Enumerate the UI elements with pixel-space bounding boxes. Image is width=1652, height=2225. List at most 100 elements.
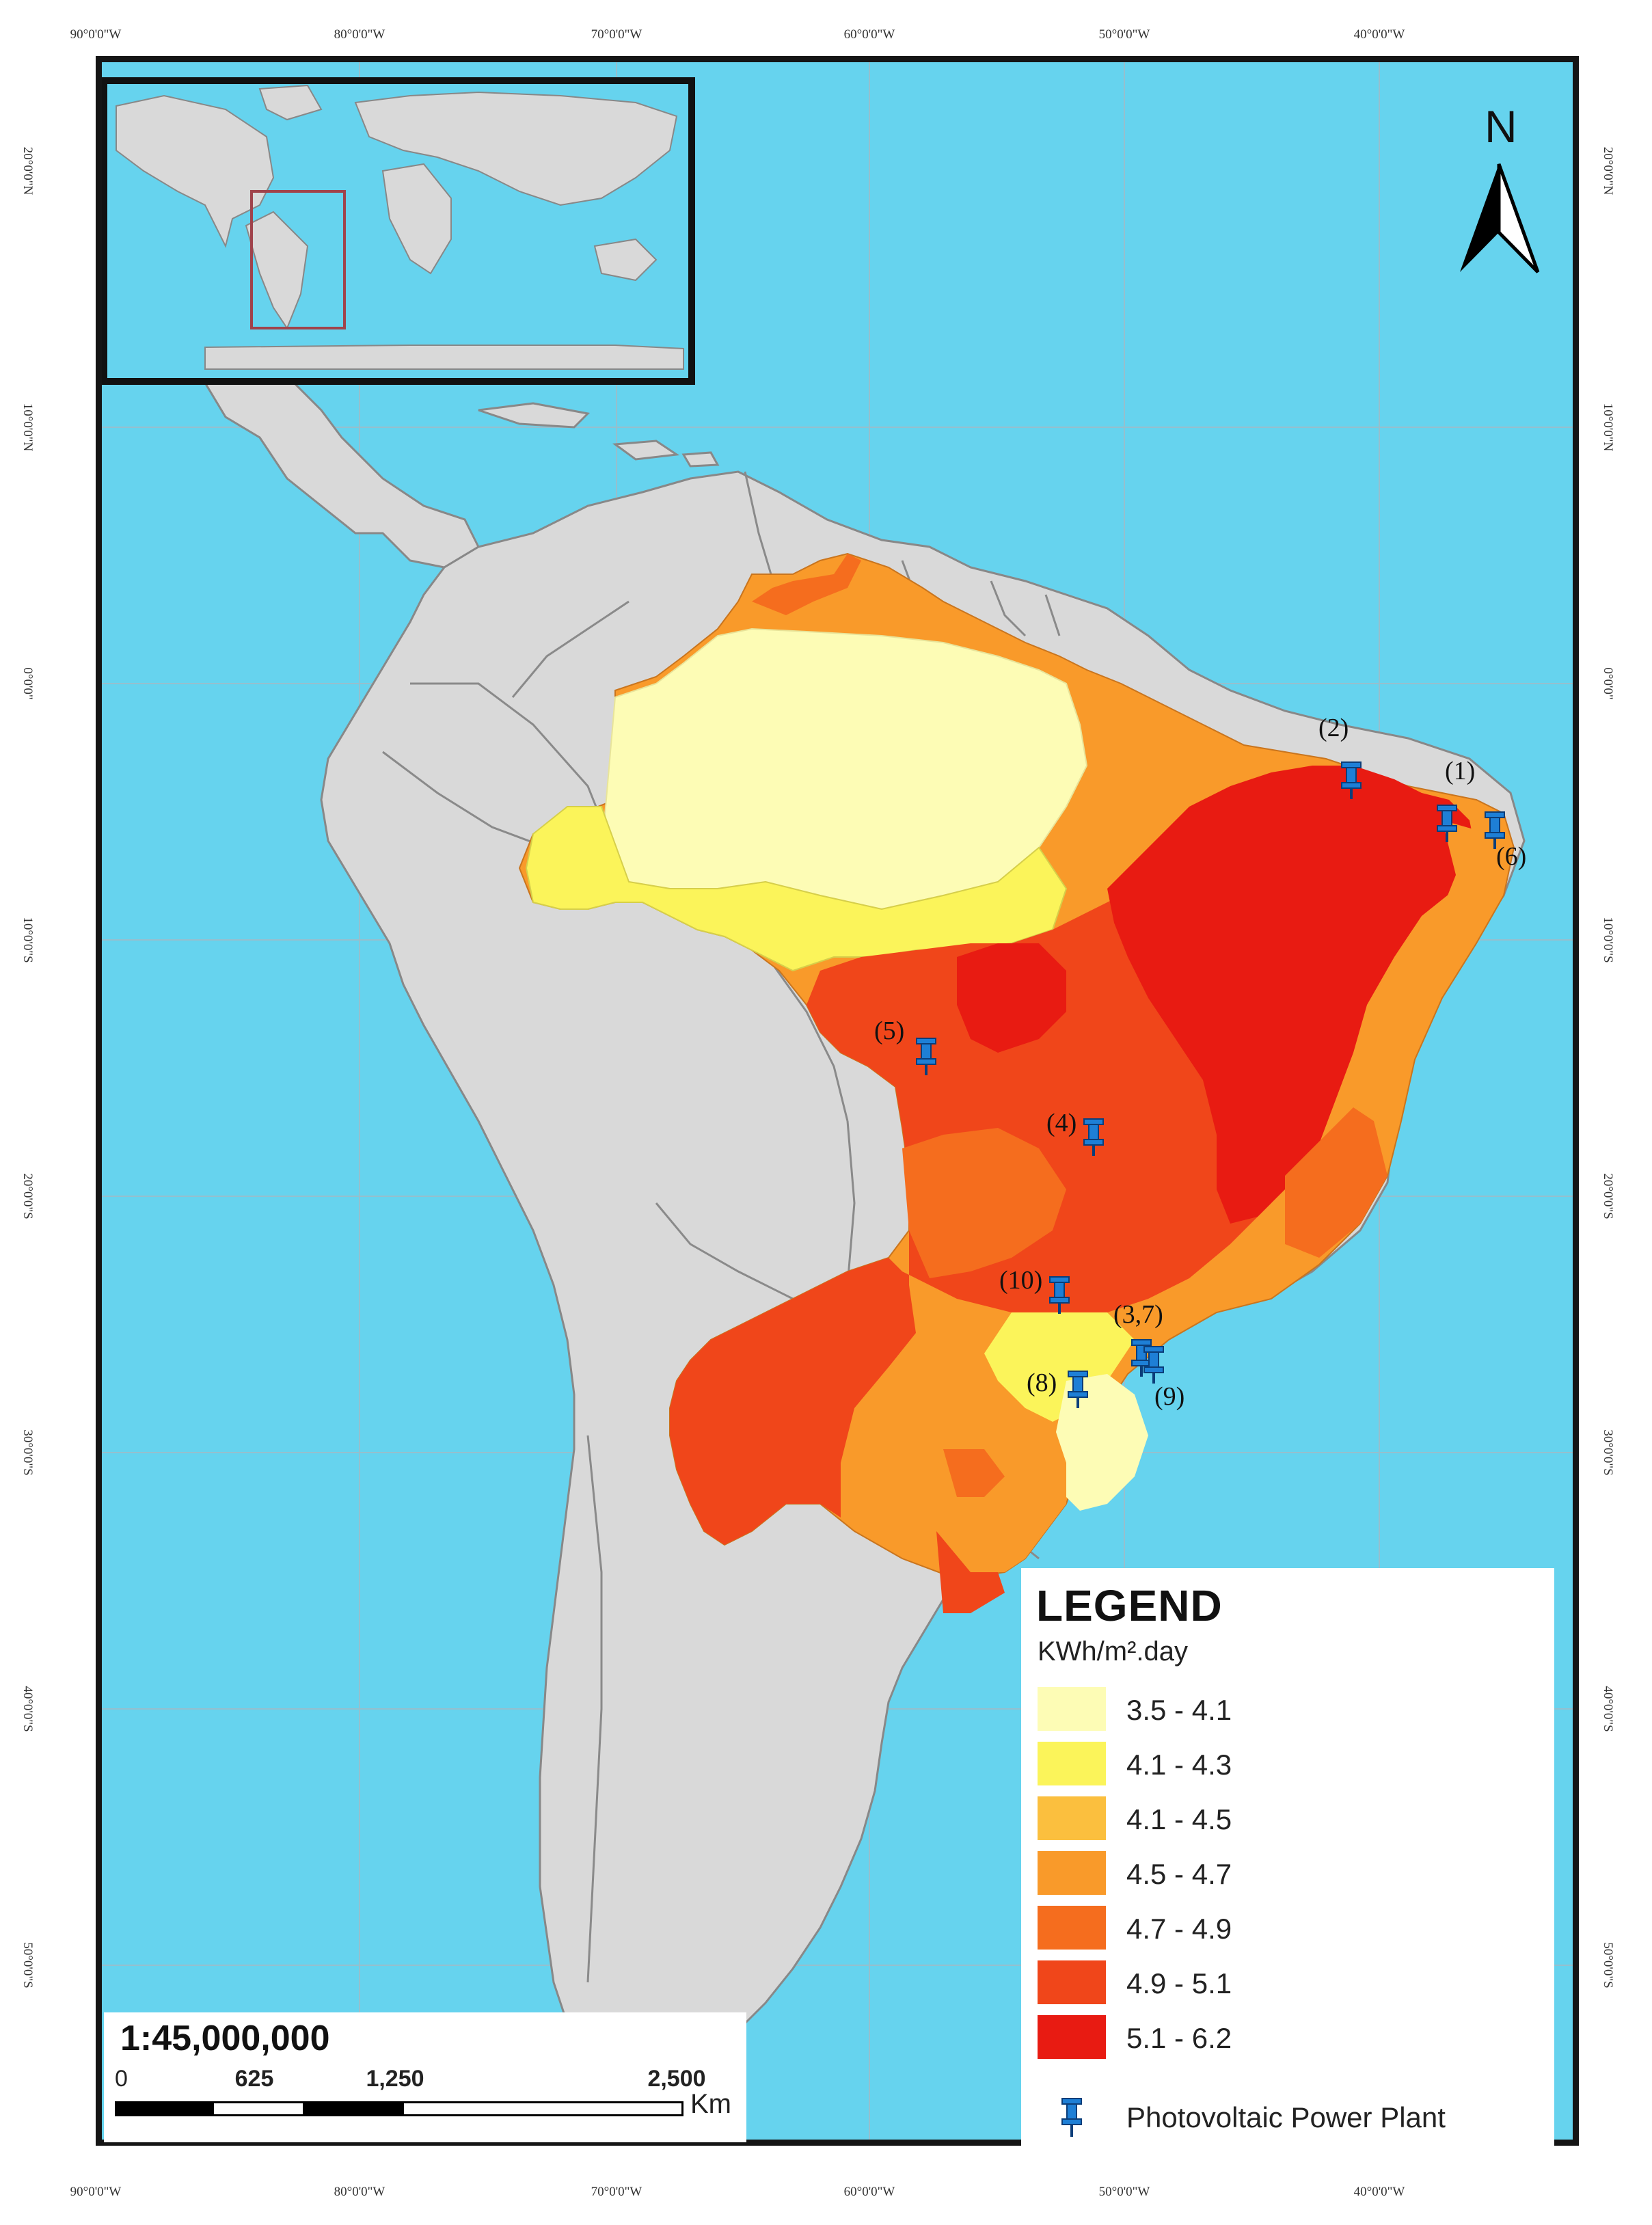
pin-icon <box>1437 805 1457 842</box>
tick-label: 90°0'0"W <box>70 2185 122 2199</box>
legend-swatch <box>1038 2015 1106 2059</box>
tick-label: 10°0'0"N <box>21 403 35 452</box>
plant-pins <box>916 761 1505 1408</box>
tick-label: 40°0'0"S <box>21 1686 35 1732</box>
tick-label: 0°0'0" <box>1601 667 1615 700</box>
pin-icon <box>1061 2098 1082 2137</box>
tick-label: 50°0'0"W <box>1098 2185 1150 2199</box>
map-canvas <box>102 62 1573 2140</box>
tick-label: 50°0'0"W <box>1098 27 1150 42</box>
tick-label: 10°0'0"S <box>1601 917 1615 963</box>
legend-item: 4.1 - 4.3 <box>1038 1742 1543 1785</box>
plant-label: (2) <box>1318 714 1349 742</box>
pin-icon <box>1083 1118 1104 1156</box>
zone-3-5-4-1-southeast <box>1053 1374 1148 1511</box>
legend-title: LEGEND <box>1036 1581 1223 1630</box>
legend-item: 4.5 - 4.7 <box>1038 1851 1543 1895</box>
tick-label: 30°0'0"S <box>1601 1429 1615 1476</box>
pin-icon <box>1049 1276 1070 1314</box>
tick-label: 20°0'0"S <box>1601 1173 1615 1219</box>
tick-label: 90°0'0"W <box>70 27 122 42</box>
zone-4-7-4-9-southwest <box>902 1128 1066 1278</box>
scale-bar-segment <box>402 2101 683 2116</box>
plant-label: (1) <box>1445 757 1476 785</box>
tick-label: 80°0'0"W <box>334 27 385 42</box>
scale-box: 1:45,000,000 0 625 1,250 2,500 Km <box>104 2012 746 2142</box>
zone-3-5-4-1 <box>600 628 1088 911</box>
scale-tick-label: 1,250 <box>366 2066 424 2092</box>
scale-bar-segment <box>115 2101 212 2116</box>
legend-item: 3.5 - 4.1 <box>1038 1687 1543 1731</box>
tick-label: 50°0'0"S <box>21 1942 35 1988</box>
pin-icon <box>1068 1371 1088 1408</box>
tick-label: 20°0'0"S <box>21 1173 35 1219</box>
north-label: N <box>1485 101 1517 152</box>
inset-extent-box <box>250 190 346 329</box>
legend-item: 4.7 - 4.9 <box>1038 1906 1543 1950</box>
legend-label: 3.5 - 4.1 <box>1126 1694 1232 1726</box>
legend-label: 4.9 - 5.1 <box>1126 1967 1232 1999</box>
zone-4-7-4-9-east <box>1285 1107 1387 1258</box>
scale-tick-label: 625 <box>234 2066 274 2092</box>
legend-label: 4.7 - 4.9 <box>1126 1913 1232 1945</box>
north-arrow-icon <box>1460 163 1540 273</box>
pin-icon <box>1341 761 1362 799</box>
legend-swatch <box>1038 1796 1106 1840</box>
tick-label: 20°0'0"N <box>21 146 35 195</box>
tick-label: 60°0'0"W <box>843 27 895 42</box>
tick-label: 60°0'0"W <box>843 2185 895 2199</box>
legend-swatch <box>1038 1851 1106 1895</box>
legend-unit: KWh/m².day <box>1038 1636 1189 1667</box>
plant-label: (6) <box>1496 842 1527 871</box>
pin-icon <box>1485 811 1505 849</box>
tick-label: 30°0'0"S <box>21 1429 35 1476</box>
tick-label: 40°0'0"S <box>1601 1686 1615 1732</box>
plant-label: (3,7) <box>1113 1300 1163 1329</box>
brazil-irradiation-map <box>518 552 1515 1613</box>
legend-swatch <box>1038 1960 1106 2004</box>
zone-4-1-4-3-southeast <box>984 1312 1135 1422</box>
tick-label: 50°0'0"S <box>1601 1942 1615 1988</box>
legend-item: 4.1 - 4.5 <box>1038 1796 1543 1840</box>
legend-swatch <box>1038 1906 1106 1950</box>
plant-label: (10) <box>999 1266 1043 1295</box>
tick-label: 10°0'0"N <box>1601 403 1615 452</box>
plant-label: (8) <box>1027 1368 1057 1397</box>
zone-4-9-5-1-south <box>936 1531 1005 1613</box>
pin-icon <box>1143 1346 1164 1384</box>
zone-4-7-4-9-south <box>943 1449 1005 1497</box>
plant-label: (5) <box>874 1016 905 1045</box>
tick-label: 40°0'0"W <box>1353 27 1405 42</box>
tick-label: 80°0'0"W <box>334 2185 385 2199</box>
tick-label: 70°0'0"W <box>591 27 642 42</box>
legend-label: 4.1 - 4.5 <box>1126 1803 1232 1835</box>
scale-bar-segment <box>212 2101 305 2116</box>
scale-tick-label: 0 <box>115 2066 128 2092</box>
scale-tick-label: 2,500 <box>647 2066 706 2092</box>
inset-world-map <box>102 77 695 385</box>
tick-label: 0°0'0" <box>21 667 35 700</box>
scale-bar-segment <box>305 2101 402 2116</box>
plant-label: (9) <box>1154 1382 1185 1411</box>
tick-label: 20°0'0"N <box>1601 146 1615 195</box>
legend-item: 5.1 - 6.2 <box>1038 2015 1543 2059</box>
zone-4-5-4-7-east <box>1435 820 1504 984</box>
zone-4-7-4-9-north <box>752 554 861 615</box>
legend-swatch <box>1038 1687 1106 1731</box>
tick-label: 40°0'0"W <box>1353 2185 1405 2199</box>
legend-label: 4.1 - 4.3 <box>1126 1749 1232 1781</box>
legend-label: 5.1 - 6.2 <box>1126 2022 1232 2054</box>
scale-unit: Km <box>690 2089 731 2119</box>
scale-ratio: 1:45,000,000 <box>120 2019 330 2058</box>
legend-pin-row: Photovoltaic Power Plant <box>1038 2093 1543 2141</box>
zone-5-1-6-2 <box>1107 766 1476 1224</box>
legend-label: 4.5 - 4.7 <box>1126 1858 1232 1890</box>
tick-label: 10°0'0"S <box>21 917 35 963</box>
plant-label: (4) <box>1046 1109 1077 1137</box>
legend-item: 4.9 - 5.1 <box>1038 1960 1543 2004</box>
legend-panel: LEGEND KWh/m².day 3.5 - 4.1 4.1 - 4.3 4.… <box>1021 1568 1554 2149</box>
legend-pin-label: Photovoltaic Power Plant <box>1126 2101 1446 2133</box>
zone-5-1-6-2-west <box>957 943 1066 1053</box>
legend-swatch <box>1038 1742 1106 1785</box>
tick-label: 70°0'0"W <box>591 2185 642 2199</box>
